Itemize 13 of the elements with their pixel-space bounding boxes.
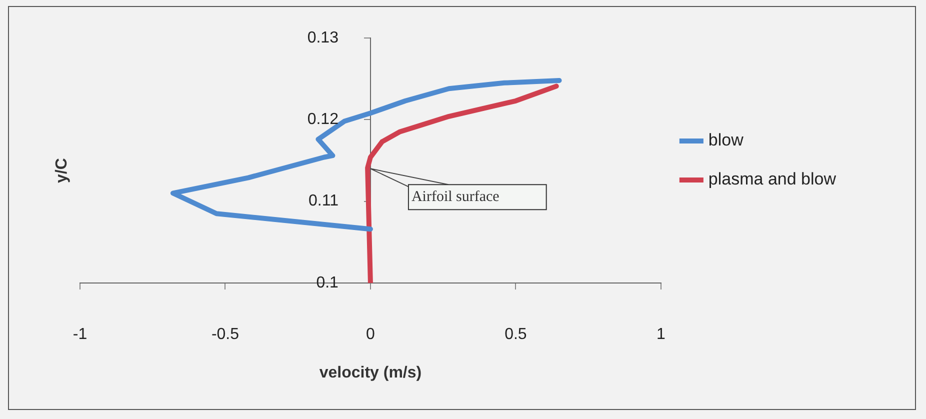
legend-label: plasma and blow [708, 170, 837, 189]
y-tick-label: 0.11 [308, 192, 339, 210]
y-axis-title: y/C [53, 158, 70, 183]
x-tick-label: 0.5 [504, 326, 527, 344]
y-tick-label: 0.12 [307, 111, 339, 128]
legend-label: blow [708, 130, 744, 150]
x-axis-title: velocity (m/s) [319, 364, 422, 382]
x-tick-label: -1 [72, 326, 88, 344]
x-tick-label: 1 [656, 326, 666, 344]
x-tick-label: 0 [366, 326, 376, 344]
y-tick-label: 0.13 [307, 29, 339, 46]
annotation: Airfoil surface [411, 189, 500, 206]
x-tick-label: -0.5 [211, 326, 240, 344]
